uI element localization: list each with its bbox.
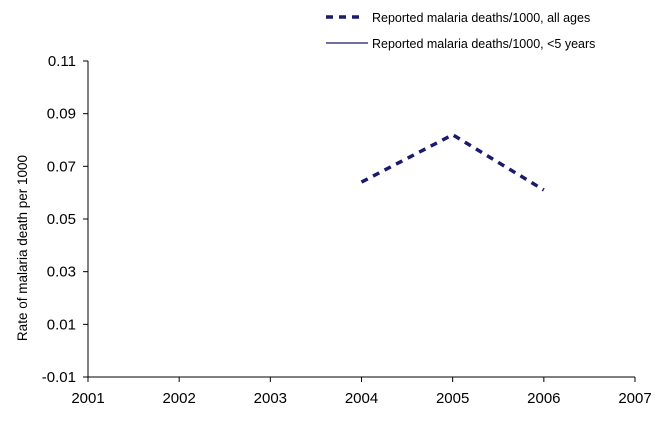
x-tick-label: 2004	[345, 390, 378, 407]
y-tick-label: -0.01	[42, 369, 76, 386]
x-ticks: 2001 2002 2003 2004 2005 2006 2007	[71, 377, 652, 407]
x-tick-label: 2006	[527, 390, 560, 407]
x-tick-label: 2002	[162, 390, 195, 407]
x-tick-label: 2003	[254, 390, 287, 407]
y-tick-label: 0.09	[47, 106, 76, 123]
legend-label-all-ages: Reported malaria deaths/1000, all ages	[372, 11, 590, 25]
x-tick-label: 2001	[71, 390, 104, 407]
series-layer	[360, 132, 545, 192]
legend: Reported malaria deaths/1000, all ages R…	[326, 11, 595, 51]
y-tick-label: 0.03	[47, 264, 76, 281]
axes	[87, 61, 635, 378]
legend-label-under-5: Reported malaria deaths/1000, <5 years	[372, 37, 595, 51]
y-tick-label: 0.05	[47, 211, 76, 228]
y-tick-label: 0.01	[47, 316, 76, 333]
x-tick-label: 2005	[436, 390, 469, 407]
y-tick-label: 0.07	[47, 158, 76, 175]
y-tick-label: 0.11	[48, 53, 76, 70]
y-ticks: -0.01 0.01 0.03 0.05 0.07 0.09 0.11	[42, 53, 88, 386]
x-tick-label: 2007	[618, 390, 651, 407]
y-axis-title: Rate of malaria death per 1000	[15, 155, 30, 341]
series-line-all-ages	[360, 132, 545, 192]
